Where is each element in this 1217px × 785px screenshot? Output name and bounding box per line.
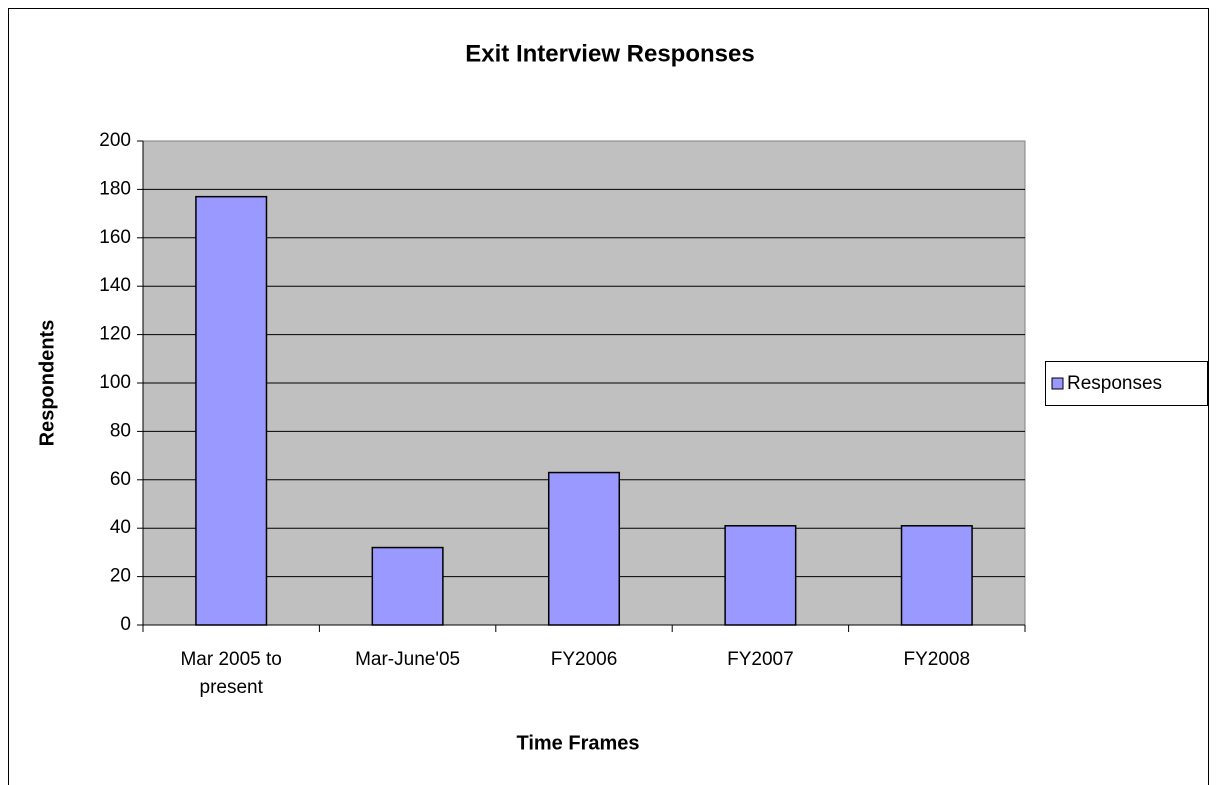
chart-title: Exit Interview Responses (465, 40, 754, 67)
bar (547, 471, 621, 626)
bar (195, 195, 268, 626)
x-tick-label: Mar-June'05 (355, 649, 461, 670)
x-tick-label: FY2006 (550, 649, 618, 670)
legend-swatch (1051, 377, 1064, 390)
y-tick-label: 200 (99, 130, 131, 151)
y-tick-label: 40 (110, 517, 131, 538)
y-tick-label: 60 (110, 469, 131, 490)
y-tick-label: 20 (110, 566, 131, 587)
x-axis-label: Time Frames (516, 732, 639, 754)
y-tick-label: 180 (99, 178, 131, 199)
y-tick-label: 100 (99, 372, 131, 393)
x-tick-label: Mar 2005 to present (180, 649, 282, 698)
x-tick-label: FY2007 (727, 649, 794, 670)
y-tick-label: 80 (110, 420, 131, 441)
bar (900, 525, 973, 626)
x-tick-label: FY2008 (903, 649, 971, 670)
bar (371, 546, 444, 626)
y-tick-label: 160 (99, 227, 131, 248)
y-tick-label: 0 (120, 614, 131, 635)
y-axis-label: Respondents (36, 320, 58, 447)
legend-label: Responses (1067, 373, 1162, 394)
y-tick-label: 140 (99, 275, 131, 296)
y-tick-label: 120 (99, 324, 131, 345)
bar (724, 525, 797, 626)
legend-box (1045, 361, 1208, 406)
